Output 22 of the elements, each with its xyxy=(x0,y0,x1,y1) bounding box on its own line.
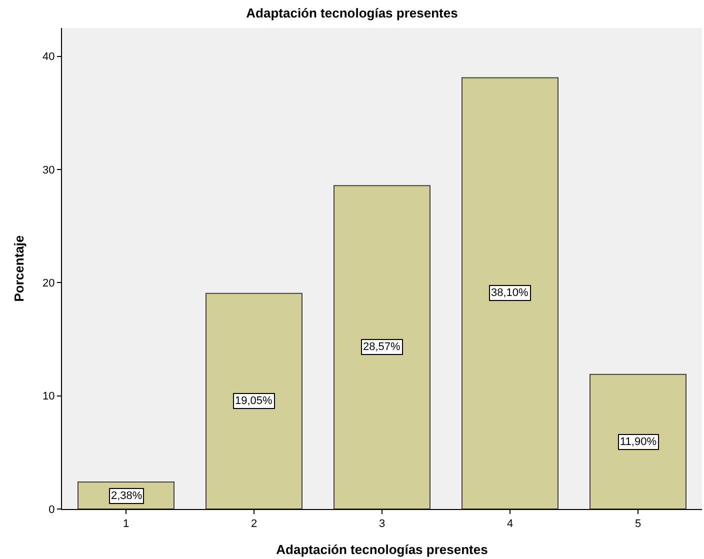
data-label: 38,10% xyxy=(491,287,529,299)
x-tick-label: 3 xyxy=(378,518,386,530)
y-tick-label: 20 xyxy=(42,278,55,290)
bar xyxy=(206,292,302,509)
x-tick-label: 4 xyxy=(506,518,514,530)
data-label: 19,05% xyxy=(235,395,273,407)
y-tick-label: 10 xyxy=(42,390,55,403)
bar xyxy=(590,374,686,509)
y-tick-label: 40 xyxy=(42,51,55,64)
x-axis-title: Adaptación tecnologías presentes xyxy=(276,542,488,557)
data-label: 11,90% xyxy=(620,436,657,448)
y-axis-title: Porcentaje xyxy=(12,235,26,302)
x-tick-label: 5 xyxy=(634,518,642,530)
y-tick-label: 30 xyxy=(42,164,55,176)
data-label: 28,57% xyxy=(363,341,401,353)
data-label: 2,38% xyxy=(111,490,142,502)
y-tick-label: 0 xyxy=(48,504,55,516)
x-tick-label: 1 xyxy=(122,518,130,530)
bar xyxy=(462,77,558,509)
chart-title: Adaptación tecnologías presentes xyxy=(246,5,458,20)
x-tick-label: 2 xyxy=(250,518,258,530)
bar xyxy=(334,185,430,509)
